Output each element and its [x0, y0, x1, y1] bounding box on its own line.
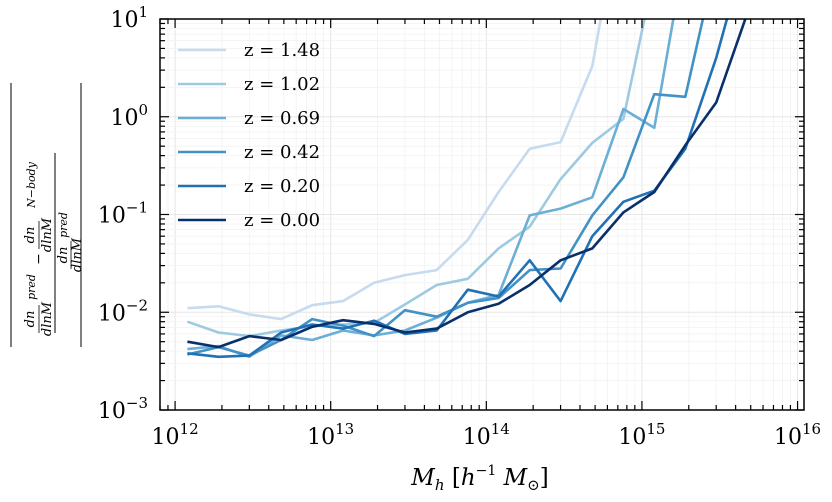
grid: [159, 18, 804, 411]
svg-text:N−body: N−body: [25, 161, 38, 209]
legend-label: z = 0.42: [244, 142, 320, 163]
y-tick-label: 101: [110, 3, 148, 33]
legend: z = 1.48 z = 1.02 z = 0.69 z = 0.42 z = 0.20…: [178, 40, 320, 231]
x-tick-label: 1016: [774, 420, 821, 450]
svg-text:dlnM: dlnM: [40, 301, 55, 336]
legend-label: z = 1.48: [244, 40, 320, 61]
series-line-0: [187, 19, 603, 321]
x-tick-label: 1014: [463, 420, 510, 450]
x-tick-label: 1015: [618, 420, 665, 450]
svg-text:pred: pred: [57, 212, 70, 238]
svg-text:pred: pred: [25, 274, 38, 300]
ticks: [159, 18, 804, 411]
series-line-1: [186, 19, 646, 338]
legend-label: z = 1.02: [244, 74, 320, 95]
x-tick-label: 1013: [307, 420, 354, 450]
legend-label: z = 0.69: [244, 108, 320, 129]
x-axis-title: Mh [h−1 M⊙]: [410, 463, 548, 494]
svg-text:−: −: [31, 253, 47, 265]
svg-text:dn: dn: [23, 311, 38, 328]
legend-label: z = 0.00: [244, 210, 320, 231]
tick-labels: 1012 1013 1014 1015 1016 10−3 10−2 10−1 100 101: [98, 3, 821, 450]
y-tick-label: 100: [110, 101, 148, 131]
y-tick-label: 10−2: [98, 296, 148, 326]
series-line-5: [187, 19, 747, 349]
y-axis-title: dn dlnM pred − dn dlnM N−body dn dlnM pr…: [10, 83, 85, 347]
series-lines: [186, 19, 747, 359]
x-tick-label: 1012: [152, 420, 199, 450]
y-tick-label: 10−3: [98, 394, 148, 424]
legend-label: z = 0.20: [244, 176, 320, 197]
y-tick-label: 10−1: [98, 199, 148, 229]
svg-text:dlnM: dlnM: [70, 237, 85, 272]
svg-text:dn: dn: [56, 247, 71, 264]
svg-text:dn: dn: [23, 227, 38, 244]
svg-text:dlnM: dlnM: [40, 217, 55, 252]
